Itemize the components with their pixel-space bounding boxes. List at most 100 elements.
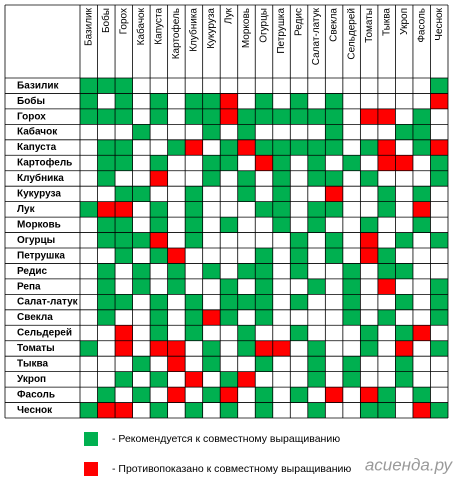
cell (307, 170, 326, 187)
cell (272, 186, 291, 202)
cell (80, 340, 98, 357)
cell (430, 78, 448, 94)
cell (377, 201, 396, 218)
cell (360, 108, 378, 125)
column-header: Бобы (100, 8, 112, 33)
row-label: Картофель (17, 157, 72, 169)
watermark: асиенда.ру (365, 455, 454, 474)
cell (290, 93, 308, 109)
cell (97, 309, 116, 326)
cell (150, 108, 168, 125)
cell (255, 387, 273, 403)
cell (377, 278, 396, 295)
cell (307, 108, 326, 125)
cell (360, 217, 378, 233)
cell (255, 155, 273, 171)
cell (237, 340, 256, 357)
cell (412, 402, 431, 418)
cell (272, 170, 291, 187)
cell (202, 124, 221, 140)
column-header: Огурцы (259, 8, 270, 43)
cell (237, 139, 256, 156)
cell (202, 170, 221, 187)
row-label: Лук (17, 204, 36, 215)
cell (430, 309, 448, 326)
cell (377, 108, 396, 125)
cell (412, 201, 431, 218)
cell (115, 248, 133, 264)
column-header: Салат-латук (311, 7, 322, 65)
cell (150, 217, 168, 233)
cell (150, 309, 168, 326)
cell (360, 387, 378, 403)
row-label: Петрушка (17, 250, 65, 261)
cell (325, 124, 343, 140)
cell (97, 217, 116, 233)
cell (115, 232, 133, 248)
cell (342, 294, 361, 310)
cell (185, 309, 203, 326)
cell (167, 263, 186, 279)
cell (255, 108, 273, 125)
cell (185, 294, 203, 310)
cell (255, 248, 273, 264)
cell (185, 217, 203, 233)
cell (360, 139, 378, 156)
cell (255, 263, 273, 279)
cell (290, 248, 308, 264)
column-header: Тыква (381, 8, 392, 36)
cell (185, 93, 203, 109)
cell (325, 108, 343, 125)
cell (307, 402, 326, 418)
cell (132, 232, 151, 248)
cell (290, 139, 308, 156)
cell (150, 155, 168, 171)
cell (377, 387, 396, 403)
cell (97, 402, 116, 418)
cell (97, 108, 116, 125)
cell (255, 93, 273, 109)
cell (115, 93, 133, 109)
cell (430, 170, 448, 187)
cell (430, 294, 448, 310)
cell (150, 93, 168, 109)
cell (115, 139, 133, 156)
cell (220, 294, 238, 310)
cell (255, 278, 273, 295)
cell (185, 402, 203, 418)
cell (220, 309, 238, 326)
row-label: Чеснок (17, 405, 53, 416)
cell (185, 139, 203, 156)
row-label: Бобы (17, 95, 45, 107)
cell (307, 201, 326, 218)
cell (342, 278, 361, 295)
cell (395, 294, 413, 310)
column-header: Петрушка (276, 8, 287, 54)
column-header: Кукуруза (206, 8, 217, 49)
cell (185, 201, 203, 218)
cell (255, 340, 273, 357)
column-header: Картофель (170, 8, 182, 59)
cell (97, 155, 116, 171)
cell (202, 356, 221, 372)
cell (132, 263, 151, 279)
cell (342, 371, 361, 388)
cell (97, 170, 116, 187)
cell (150, 402, 168, 418)
cell (360, 325, 378, 341)
cell (325, 139, 343, 156)
cell (115, 217, 133, 233)
cell (185, 186, 203, 202)
cell (290, 387, 308, 403)
cell (150, 325, 168, 341)
cell (115, 325, 133, 341)
cell (150, 170, 168, 187)
cell (430, 93, 448, 109)
legend-label: - Противопоказано к совместному выращива… (112, 463, 351, 475)
cell (202, 309, 221, 326)
column-header: Укроп (399, 8, 410, 35)
cell (325, 170, 343, 187)
cell (115, 402, 133, 418)
cell (325, 248, 343, 264)
cell (150, 248, 168, 264)
